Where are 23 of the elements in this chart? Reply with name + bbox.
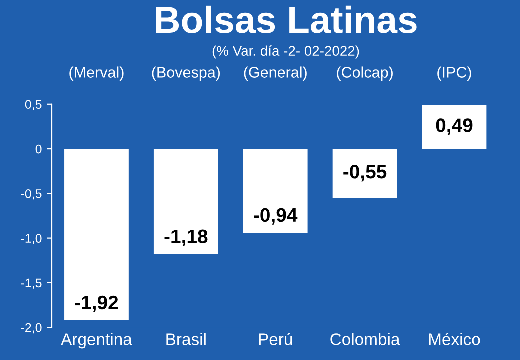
x-tick-label: Colombia: [330, 333, 400, 346]
x-tick-label: Argentina: [61, 333, 132, 349]
y-tick-label: -2,0: [21, 323, 42, 334]
x-tick-label: Perú: [259, 332, 292, 346]
text: (IPC): [438, 66, 472, 81]
text: (Bovespa): [152, 66, 220, 81]
data-label: -0,94: [254, 208, 298, 225]
chart-title: Bolsas Latinas: [156, 6, 417, 34]
y-tick-label: -0,5: [21, 189, 42, 200]
data-label: -1,18: [164, 230, 208, 246]
chart-subtitle: (% Var. día -2- 02-2022): [212, 46, 360, 59]
data-label: -1,92: [75, 296, 118, 312]
y-tick-label: -1,5: [21, 278, 42, 290]
x-tick-label: México: [429, 332, 480, 346]
text: (Colcap): [337, 66, 393, 81]
data-label: -0,55: [344, 165, 387, 182]
text: (Merval): [70, 66, 124, 81]
y-tick-label: 0: [36, 144, 42, 154]
data-label: 0,49: [436, 118, 473, 136]
y-tick-label: 0,5: [25, 100, 42, 111]
y-tick-label: -1,0: [21, 234, 42, 244]
x-tick-label: Brasil: [166, 333, 206, 346]
text: (General): [244, 66, 307, 81]
